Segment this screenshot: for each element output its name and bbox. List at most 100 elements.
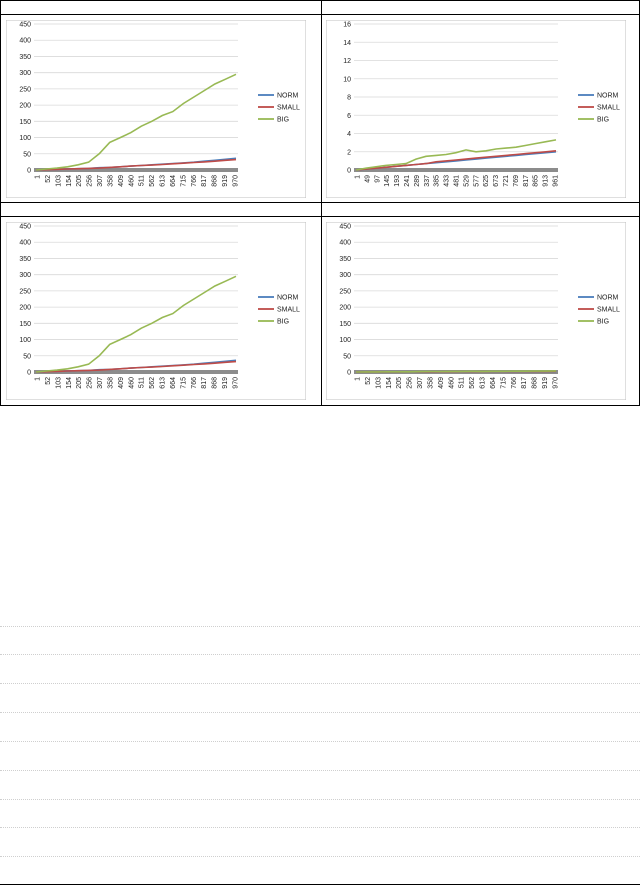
y-tick-label: 450 bbox=[339, 224, 351, 231]
x-tick-label: 817 bbox=[523, 175, 530, 187]
y-tick-label: 200 bbox=[19, 305, 31, 312]
y-tick-label: 100 bbox=[19, 337, 31, 344]
y-tick-label: 300 bbox=[19, 272, 31, 279]
x-tick-label: 664 bbox=[170, 175, 177, 187]
y-tick-label: 0 bbox=[347, 168, 351, 175]
x-tick-label: 337 bbox=[424, 175, 431, 187]
y-tick-label: 0 bbox=[27, 168, 31, 175]
y-tick-label: 200 bbox=[19, 103, 31, 110]
legend-label-small: SMALL bbox=[597, 307, 620, 314]
x-tick-label: 154 bbox=[386, 377, 393, 389]
x-tick-label: 721 bbox=[503, 175, 510, 187]
y-tick-label: 450 bbox=[19, 224, 31, 231]
x-tick-label: 103 bbox=[55, 377, 62, 389]
x-tick-label: 511 bbox=[139, 175, 146, 186]
x-tick-label: 664 bbox=[490, 377, 497, 389]
x-tick-label: 715 bbox=[180, 175, 187, 187]
x-tick-label: 664 bbox=[170, 377, 177, 389]
x-tick-label: 409 bbox=[438, 377, 445, 389]
x-tick-label: 97 bbox=[374, 175, 381, 183]
legend-label-norm: NORM bbox=[277, 93, 299, 100]
legend-label-norm: NORM bbox=[597, 93, 619, 100]
y-tick-label: 100 bbox=[339, 337, 351, 344]
legend-label-small: SMALL bbox=[597, 105, 620, 112]
series-line-big bbox=[35, 275, 237, 373]
x-tick-label: 562 bbox=[149, 175, 156, 187]
x-tick-label: 769 bbox=[513, 175, 520, 187]
series-line-small bbox=[35, 360, 237, 373]
legend-label-norm: NORM bbox=[277, 295, 299, 302]
line-chart: 0 50 100 150 200 250 300 350 400 450 1 52 103 154 205 2… bbox=[6, 222, 306, 400]
legend-label-big: BIG bbox=[277, 319, 289, 326]
x-tick-label: 919 bbox=[222, 175, 229, 187]
series-line-big bbox=[355, 139, 557, 171]
y-tick-label: 0 bbox=[347, 370, 351, 377]
y-tick-label: 16 bbox=[343, 22, 351, 29]
line-chart: 0 50 100 150 200 250 300 350 400 450 1 52 103 154 205 2… bbox=[6, 20, 306, 198]
x-tick-label: 868 bbox=[212, 175, 219, 187]
x-tick-label: 358 bbox=[107, 175, 114, 187]
y-tick-label: 300 bbox=[19, 70, 31, 77]
x-tick-label: 766 bbox=[191, 175, 198, 187]
line-chart: 0 2 4 6 8 10 12 14 16 1 49 97 145 193 241 289 337 385 433 4… bbox=[326, 20, 626, 198]
legend-label-big: BIG bbox=[597, 117, 609, 124]
dotted-rule bbox=[0, 827, 640, 828]
y-tick-label: 350 bbox=[19, 256, 31, 263]
x-tick-label: 868 bbox=[212, 377, 219, 389]
x-tick-label: 409 bbox=[118, 377, 125, 389]
x-tick-label: 562 bbox=[149, 377, 156, 389]
x-tick-label: 817 bbox=[201, 377, 208, 389]
y-tick-label: 150 bbox=[19, 321, 31, 328]
x-tick-label: 1 bbox=[355, 175, 362, 179]
x-tick-label: 817 bbox=[201, 175, 208, 187]
x-axis-band bbox=[34, 370, 238, 374]
x-tick-label: 919 bbox=[542, 377, 549, 389]
x-tick-label: 1 bbox=[355, 377, 362, 381]
dotted-rule bbox=[0, 770, 640, 771]
y-tick-label: 2 bbox=[347, 149, 351, 156]
x-tick-label: 49 bbox=[364, 175, 371, 183]
x-tick-label: 205 bbox=[76, 377, 83, 389]
x-tick-label: 1 bbox=[35, 175, 42, 179]
series-line-small bbox=[355, 150, 557, 171]
y-tick-label: 100 bbox=[19, 135, 31, 142]
chart-panel-top-right: 0 2 4 6 8 10 12 14 16 1 49 97 145 193 241 289 337 385 433 4… bbox=[326, 20, 626, 198]
x-tick-label: 205 bbox=[396, 377, 403, 389]
x-tick-label: 868 bbox=[532, 377, 539, 389]
y-tick-label: 50 bbox=[23, 151, 31, 158]
x-tick-label: 256 bbox=[87, 175, 94, 187]
x-tick-label: 307 bbox=[97, 175, 104, 187]
x-tick-label: 970 bbox=[233, 377, 240, 389]
chart-panel-top-left: 0 50 100 150 200 250 300 350 400 450 1 52 103 154 205 2… bbox=[6, 20, 306, 198]
dotted-rule bbox=[0, 799, 640, 800]
y-tick-label: 250 bbox=[19, 86, 31, 93]
legend-label-small: SMALL bbox=[277, 307, 300, 314]
x-tick-label: 766 bbox=[191, 377, 198, 389]
series-line-big bbox=[355, 370, 557, 373]
dotted-rule bbox=[0, 683, 640, 684]
x-tick-label: 913 bbox=[543, 175, 550, 187]
x-tick-label: 154 bbox=[66, 377, 73, 389]
x-tick-label: 673 bbox=[493, 175, 500, 187]
chart-panel-bottom-left: 0 50 100 150 200 250 300 350 400 450 1 52 103 154 205 2… bbox=[6, 222, 306, 400]
x-tick-label: 52 bbox=[45, 377, 52, 385]
legend-label-big: BIG bbox=[277, 117, 289, 124]
y-tick-label: 400 bbox=[339, 240, 351, 247]
x-tick-label: 919 bbox=[222, 377, 229, 389]
y-tick-label: 0 bbox=[27, 370, 31, 377]
x-tick-label: 433 bbox=[444, 175, 451, 187]
x-tick-label: 511 bbox=[139, 377, 146, 388]
x-tick-label: 460 bbox=[128, 377, 135, 389]
x-tick-label: 613 bbox=[160, 175, 167, 187]
x-tick-label: 358 bbox=[107, 377, 114, 389]
y-tick-label: 10 bbox=[343, 76, 351, 83]
x-tick-label: 409 bbox=[118, 175, 125, 187]
x-tick-label: 307 bbox=[417, 377, 424, 389]
dotted-rule bbox=[0, 654, 640, 655]
series-line-small bbox=[35, 158, 237, 171]
y-tick-label: 50 bbox=[343, 353, 351, 360]
x-tick-label: 460 bbox=[128, 175, 135, 187]
x-tick-label: 715 bbox=[500, 377, 507, 389]
legend-label-big: BIG bbox=[597, 319, 609, 326]
x-tick-label: 613 bbox=[160, 377, 167, 389]
